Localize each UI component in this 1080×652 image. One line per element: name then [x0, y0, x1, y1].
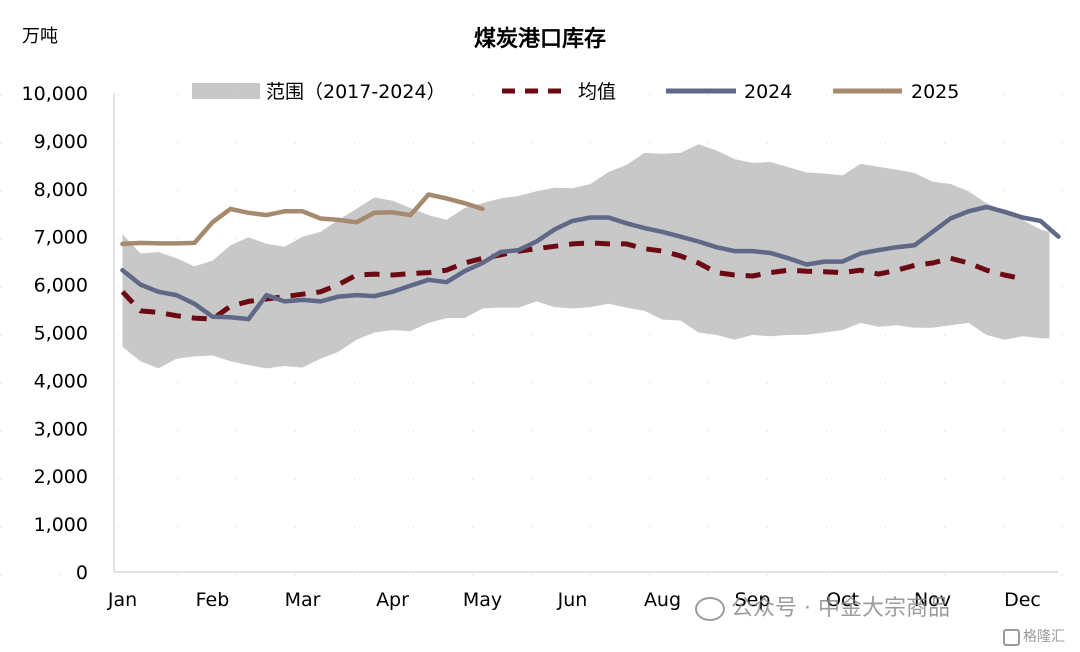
watermark-glh: 格隆汇	[1003, 626, 1065, 646]
x-tick-label: Apr	[376, 589, 409, 611]
series-line-s2025	[120, 192, 485, 247]
y-tick-label: 1,000	[34, 514, 88, 536]
x-tick-label: Oct	[826, 589, 859, 611]
wechat-icon	[695, 597, 725, 621]
y-tick-label: 3,000	[34, 418, 88, 440]
y-tick-label: 6,000	[34, 275, 88, 297]
y-tick-label: 0	[76, 562, 88, 584]
watermark-text: 公众号 · 中金大宗商品	[731, 596, 950, 621]
legend-label-2025: 2025	[911, 81, 959, 103]
x-tick-label: Dec	[1004, 589, 1041, 611]
x-tick-label: Sep	[735, 589, 771, 611]
unit-label: 万吨	[22, 26, 58, 47]
y-tick-label: 8,000	[34, 179, 88, 201]
legend-label-2024: 2024	[744, 81, 792, 103]
y-tick-label: 7,000	[34, 227, 88, 249]
x-tick-label: May	[463, 589, 502, 611]
x-tick-label: Feb	[196, 589, 230, 611]
x-tick-label: Jun	[557, 589, 588, 611]
watermark-wechat: 公众号 · 中金大宗商品	[695, 590, 950, 622]
y-tick-label: 9,000	[34, 131, 88, 153]
x-axis: Jan Feb Mar Apr May Jun Aug Sep Oct Nov Dec	[107, 571, 1058, 611]
y-axis: 0 1,000 2,000 3,000 4,000 5,000 6,000 7,000 8,00…	[22, 83, 115, 584]
watermark-text-2: 格隆汇	[1023, 629, 1065, 645]
chart-title: 煤炭港口库存	[474, 26, 606, 52]
x-tick-label: Mar	[285, 589, 321, 611]
y-tick-label: 2,000	[34, 466, 88, 488]
legend-label-mean: 均值	[578, 81, 616, 103]
legend-label-range: 范围（2017-2024）	[266, 81, 446, 103]
glh-logo-icon	[1003, 628, 1020, 646]
x-tick-label: Nov	[914, 589, 951, 611]
x-tick-label: Aug	[644, 589, 681, 611]
plot-area	[0, 94, 1080, 576]
legend-swatch-range	[192, 83, 260, 99]
legend: 范围（2017-2024） 均值 2024 2025	[192, 81, 959, 103]
series-line-s2024	[120, 204, 1061, 322]
y-tick-label: 10,000	[22, 83, 88, 105]
y-tick-label: 5,000	[34, 323, 88, 345]
x-tick-label: Jan	[107, 589, 137, 611]
y-tick-label: 4,000	[34, 370, 88, 392]
range-band	[122, 144, 1050, 369]
